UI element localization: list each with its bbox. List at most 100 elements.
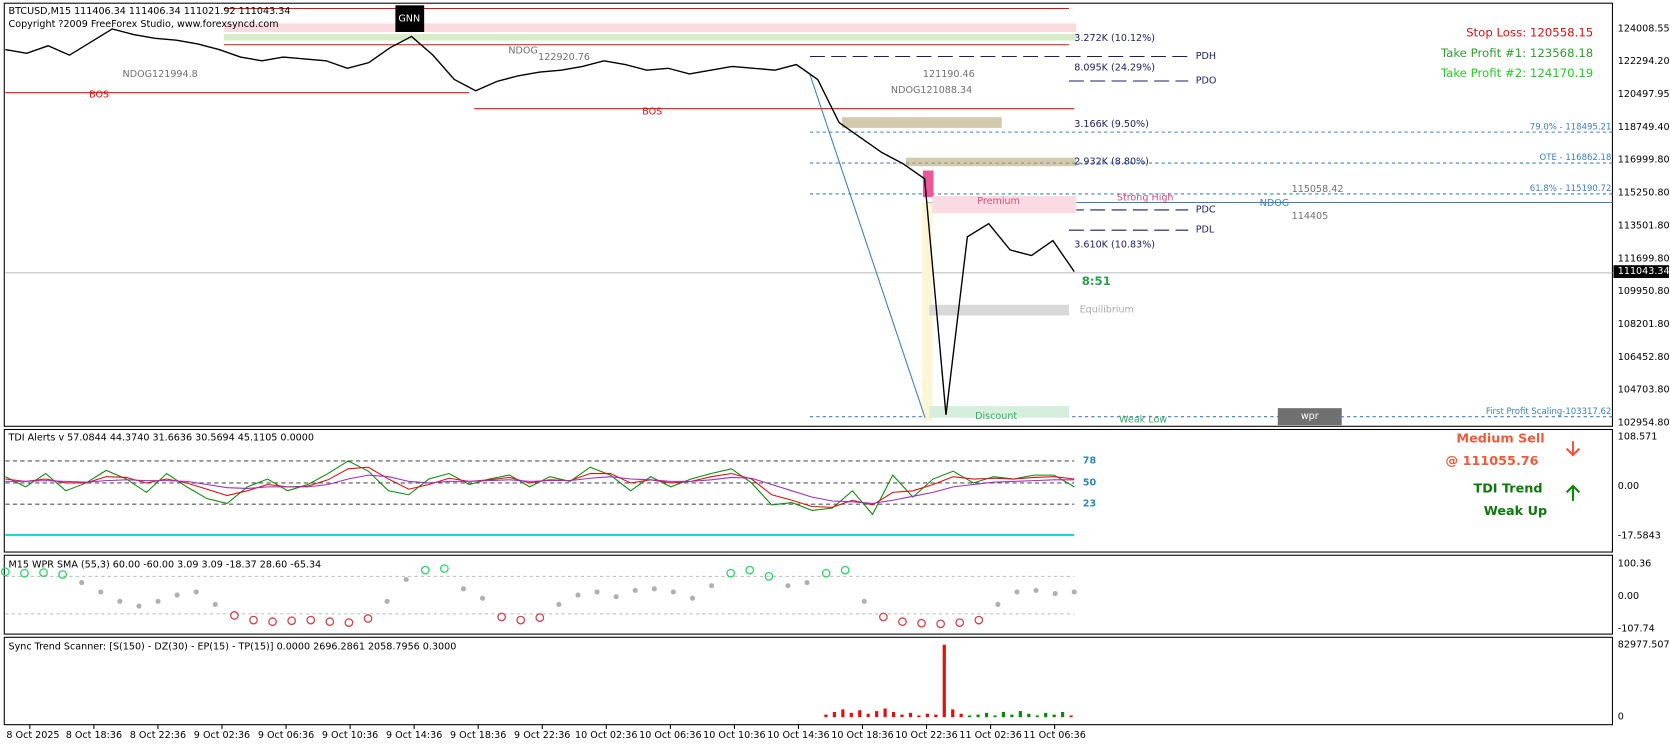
wpr-point (556, 601, 562, 608)
time-label: 8 Oct 22:36 (130, 730, 186, 741)
wpr-point (497, 612, 506, 622)
sync-bar (934, 714, 938, 718)
axis-tick-label: 115250.80 (1618, 188, 1670, 199)
wpr-point (840, 565, 850, 575)
take-profit-2: Take Profit #2: 124170.19 (1440, 66, 1593, 80)
axis-tick-label: 111699.80 (1618, 253, 1670, 264)
axis-tick-label: 82977.5075 (1618, 639, 1670, 650)
axis-tick-label: 104703.80 (1618, 385, 1670, 396)
sync-panel (3, 636, 1613, 726)
symbol-info: BTCUSD,M15 111406.34 111406.34 111021.92… (9, 6, 291, 17)
wpr-point (898, 617, 907, 627)
wpr-point (726, 568, 736, 578)
wpr-point (268, 617, 277, 627)
axis-tick-label: 106452.80 (1618, 352, 1670, 363)
sync-bar (993, 715, 997, 718)
ndog-label: NDOG121088.34 (891, 85, 972, 96)
price-label: 121190.46 (923, 69, 975, 80)
sync-bar (942, 644, 946, 718)
zone (223, 23, 1077, 32)
wpr-point (439, 564, 449, 573)
time-label: 10 Oct 10:36 (703, 730, 765, 741)
time-label: 8 Oct 2025 (6, 730, 59, 741)
take-profit-1: Take Profit #1: 123568.18 (1440, 46, 1593, 60)
sync-bar (908, 712, 913, 718)
wpr-point (879, 612, 888, 622)
range-label: 8.095K (24.29%) (1074, 63, 1155, 74)
fib-label: First Profit Scaling-103317.62 (1486, 407, 1612, 417)
axis-tick-label: 120497.95 (1618, 89, 1670, 100)
axis-tick-label: 108201.80 (1618, 319, 1670, 330)
wpr-point (709, 583, 715, 589)
sync-bar (1018, 711, 1022, 718)
wpr-point (79, 580, 85, 586)
tdi-signal: Medium Sell (1456, 432, 1544, 447)
axis-tick-label: 102954.80 (1618, 418, 1670, 429)
sync-bar (976, 714, 980, 718)
time-label: 9 Oct 18:36 (450, 730, 506, 741)
sync-bar (968, 715, 972, 718)
fib-label: 79.0% - 118495.21 (1530, 122, 1612, 132)
wpr-point (460, 586, 467, 592)
wpr-point (325, 617, 335, 627)
wpr-point (117, 598, 123, 604)
zone (922, 170, 934, 198)
fib-label: 61.8% - 115190.72 (1530, 184, 1612, 194)
range-label: 3.272K (10.12%) (1074, 33, 1155, 44)
sync-bar (984, 712, 989, 718)
price-line (5, 28, 1075, 415)
axis-tick-label: 0.00 (1618, 591, 1639, 602)
wpr-point (363, 614, 373, 623)
time-label: 9 Oct 02:36 (194, 730, 250, 741)
range-label: 3.610K (10.83%) (1074, 240, 1155, 251)
wpr-point (479, 595, 486, 601)
equilibrium-zone (929, 304, 1069, 316)
wpr-button[interactable] (1277, 408, 1342, 426)
price-label: 114405 (1292, 211, 1329, 222)
wpr-point (174, 592, 180, 598)
tdi-title: TDI Alerts v 57.0844 44.3740 31.6636 30.… (8, 433, 314, 444)
wpr-point (995, 601, 1001, 608)
wpr-point (287, 616, 297, 626)
sync-bar (849, 712, 853, 718)
level-lines (5, 5, 1613, 426)
time-label: 10 Oct 02:36 (575, 730, 637, 741)
wpr-button-label[interactable]: wpr (1301, 411, 1319, 422)
sync-bar (1001, 711, 1006, 718)
ndog-label: NDOG (508, 46, 538, 57)
wpr-point (212, 601, 218, 608)
sync-bar (858, 710, 862, 718)
bos-label: BOS (642, 106, 662, 117)
sync-bar (1052, 714, 1056, 718)
wpr-point (344, 618, 354, 627)
sync-bar (959, 713, 963, 718)
axis-tick-label: 118749.40 (1618, 122, 1670, 133)
wpr-point (249, 615, 258, 625)
wpr-point (1014, 589, 1020, 595)
sync-bar (925, 713, 929, 718)
wpr-point (98, 589, 104, 595)
wpr-point (20, 568, 29, 578)
wpr-point (58, 570, 67, 579)
sync-bar (1027, 713, 1031, 718)
axis-tick-label: 0.00 (1618, 481, 1639, 492)
time-label: 9 Oct 22:36 (514, 730, 570, 741)
axis-tick-label: -107.74 (1618, 623, 1655, 634)
wpr-point (651, 586, 657, 592)
wpr-point (785, 583, 791, 589)
main-panel (3, 2, 1613, 427)
tdi-signal-price: @ 111055.76 (1445, 454, 1538, 469)
badge (395, 5, 425, 32)
strong-high-label: Strong High (1117, 193, 1174, 204)
sync-bar (866, 713, 870, 718)
badge-text: GNN (398, 14, 420, 25)
time-label: 10 Oct 14:36 (767, 730, 829, 741)
wpr-point (821, 568, 831, 578)
wpr-point (155, 598, 161, 604)
discount-zone (929, 406, 1069, 418)
wpr-point (136, 603, 142, 609)
wpr-point (804, 580, 810, 586)
bar-timer: 8:51 (1082, 274, 1111, 288)
